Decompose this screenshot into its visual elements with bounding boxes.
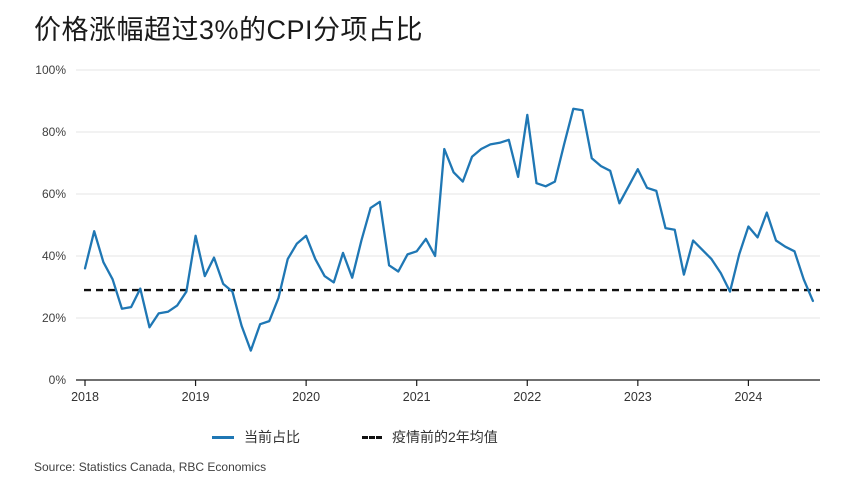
y-axis-tick-label: 60% — [42, 187, 66, 201]
legend-label: 当前占比 — [244, 429, 300, 445]
y-axis-tick-label: 80% — [42, 125, 66, 139]
source-note: Source: Statistics Canada, RBC Economics — [34, 460, 267, 474]
x-axis-tick-label: 2020 — [292, 390, 320, 404]
current-share-line — [83, 107, 815, 352]
solid-line-swatch-icon — [212, 435, 234, 439]
x-axis-tick-label: 2023 — [624, 390, 652, 404]
x-axis-tick-label: 2019 — [182, 390, 210, 404]
x-axis-tick-label: 2022 — [513, 390, 541, 404]
y-axis-tick-label: 0% — [49, 373, 67, 387]
chart-legend: 当前占比 疫情前的2年均值 — [212, 427, 498, 447]
x-axis-tick-label: 2018 — [71, 390, 99, 404]
legend-item-current-share: 当前占比 — [212, 427, 300, 447]
x-axis-tick-label: 2024 — [734, 390, 762, 404]
legend-item-prepandemic-average: 疫情前的2年均值 — [362, 427, 498, 447]
y-axis-tick-label: 100% — [35, 63, 66, 77]
legend-label: 疫情前的2年均值 — [392, 429, 498, 445]
chart-title: 价格涨幅超过3%的CPI分项占比 — [34, 15, 424, 45]
x-axis-tick-label: 2021 — [403, 390, 431, 404]
y-axis-tick-label: 40% — [42, 249, 66, 263]
y-axis-tick-label: 20% — [42, 311, 66, 325]
dashed-line-swatch-icon — [362, 435, 382, 439]
